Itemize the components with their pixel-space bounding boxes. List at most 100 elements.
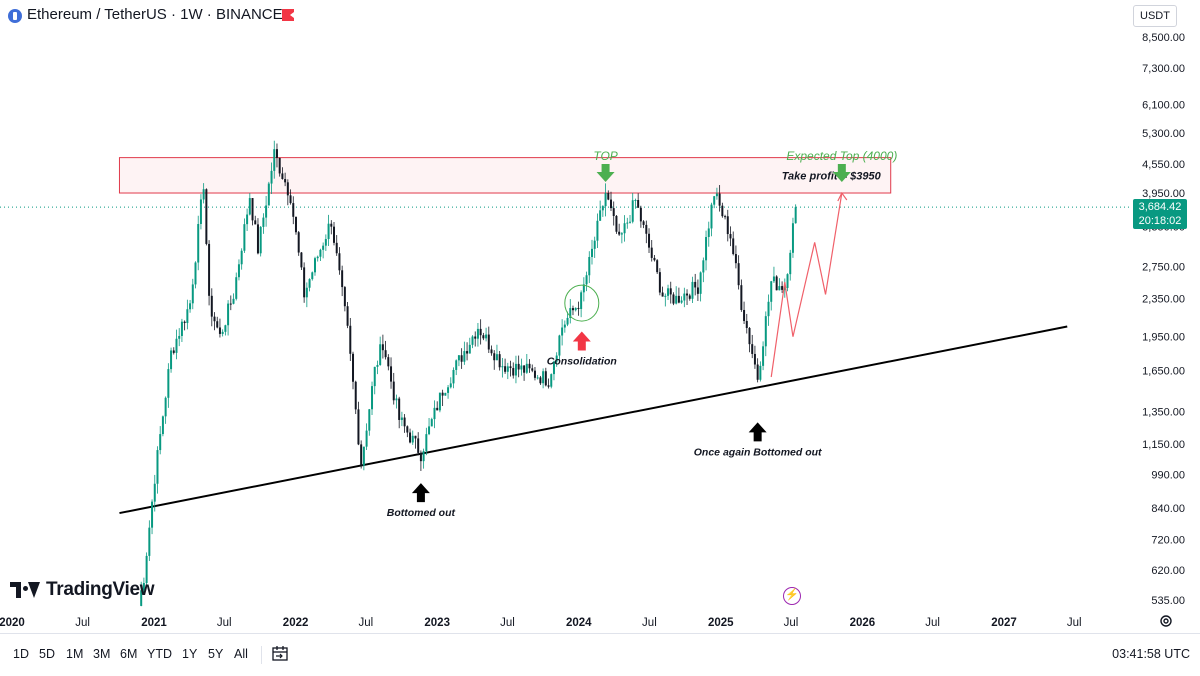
annotations: TOP Expected Top (4000) Consolidation Botto…: [387, 149, 898, 519]
range-button-ytd[interactable]: YTD: [147, 647, 172, 661]
candle: [759, 361, 762, 382]
range-button-1m[interactable]: 1M: [66, 647, 84, 661]
candle: [495, 344, 498, 361]
candle: [745, 313, 748, 334]
time-axis-label: Jul: [642, 617, 657, 629]
resistance-zone: [118, 157, 892, 194]
candle: [724, 214, 727, 220]
calendar-icon[interactable]: [271, 645, 289, 662]
candle: [523, 365, 526, 381]
current-price-value: 3,684.42: [1138, 201, 1182, 213]
candle: [148, 520, 151, 561]
candle: [159, 426, 162, 455]
candle: [466, 342, 469, 361]
range-button-6m[interactable]: 6M: [120, 647, 138, 661]
utc-clock[interactable]: 03:41:58 UTC: [1112, 647, 1190, 661]
candle: [563, 320, 566, 333]
range-button-all[interactable]: All: [234, 647, 248, 661]
candle: [715, 187, 718, 200]
candle: [371, 381, 374, 415]
time-axis-label: Jul: [217, 617, 232, 629]
candle: [487, 326, 490, 353]
projection-path: [770, 192, 843, 378]
candle: [650, 240, 653, 262]
range-button-1y[interactable]: 1Y: [182, 647, 198, 661]
candle: [490, 345, 493, 356]
price-axis-label: 1,350.00: [1142, 407, 1185, 419]
up-arrow-icon: [748, 422, 767, 442]
lightning-icon[interactable]: ⚡: [783, 587, 801, 605]
candle: [547, 378, 550, 389]
candle: [599, 200, 602, 221]
candle: [240, 248, 243, 270]
candle: [319, 248, 322, 261]
candle: [256, 218, 259, 255]
candle: [398, 396, 401, 429]
candle: [324, 234, 327, 251]
candle: [305, 282, 308, 308]
symbol-title[interactable]: Ethereum / TetherUS · 1W · BINANCE: [27, 6, 283, 23]
current-price-label: 3,684.42 20:18:02: [1133, 199, 1187, 229]
settings-icon[interactable]: [1159, 614, 1173, 628]
candle: [205, 188, 208, 246]
candle: [275, 143, 278, 168]
candle: [449, 377, 452, 389]
range-button-5y[interactable]: 5Y: [208, 647, 224, 661]
candle: [199, 194, 202, 230]
range-button-1d[interactable]: 1D: [13, 647, 29, 661]
candle: [221, 329, 224, 337]
annotation-label: TOP: [593, 149, 617, 163]
annotation-label: Consolidation: [547, 356, 617, 368]
candle: [327, 214, 330, 246]
candle: [721, 202, 724, 218]
candle: [588, 251, 591, 284]
candle: [232, 293, 235, 305]
consolidation-circle: [564, 284, 600, 322]
currency-selector[interactable]: USDT: [1133, 5, 1177, 27]
candle: [770, 280, 773, 311]
candle: [235, 272, 238, 301]
tradingview-logo[interactable]: TradingView: [10, 578, 155, 602]
candle: [582, 277, 585, 302]
candle: [286, 179, 289, 206]
candle: [525, 353, 528, 374]
candle: [710, 202, 713, 237]
candle: [441, 389, 444, 407]
candle: [186, 299, 189, 330]
bottom-toolbar: 1D 5D 1M 3M 6M YTD 1Y 5Y All 03:41:58 UT…: [0, 633, 1200, 676]
candle: [267, 181, 270, 206]
candle: [501, 357, 504, 378]
candle: [688, 293, 691, 301]
time-axis-label: Jul: [925, 617, 940, 629]
candle: [691, 276, 694, 304]
candle: [694, 273, 697, 296]
candle: [197, 215, 200, 271]
candle: [585, 271, 588, 292]
price-axis-label: 535.00: [1151, 595, 1185, 607]
price-axis-label: 4,550.00: [1142, 159, 1185, 171]
candle: [428, 418, 431, 436]
candle: [637, 193, 640, 208]
candle: [732, 231, 735, 256]
candle: [702, 257, 705, 283]
price-axis-label: 5,300.00: [1142, 128, 1185, 140]
candle: [297, 230, 300, 256]
candle: [387, 354, 390, 371]
candle: [447, 384, 450, 399]
range-button-3m[interactable]: 3M: [93, 647, 111, 661]
candle: [425, 427, 428, 456]
candle: [227, 300, 230, 336]
range-button-5d[interactable]: 5D: [39, 647, 55, 661]
price-chart[interactable]: 8,500.00 7,300.00 6,100.00 5,300.00 4,550.00…: [0, 0, 1200, 633]
candle: [308, 278, 311, 292]
annotation: Expected Top (4000): [786, 149, 897, 182]
candle: [707, 221, 710, 247]
candle: [183, 320, 186, 331]
candle: [191, 278, 194, 310]
candle: [178, 328, 181, 347]
candle: [781, 281, 784, 293]
candle: [142, 577, 145, 594]
time-axis-label: 2023: [424, 617, 450, 629]
candle: [210, 288, 213, 327]
flag-icon[interactable]: [282, 9, 294, 21]
